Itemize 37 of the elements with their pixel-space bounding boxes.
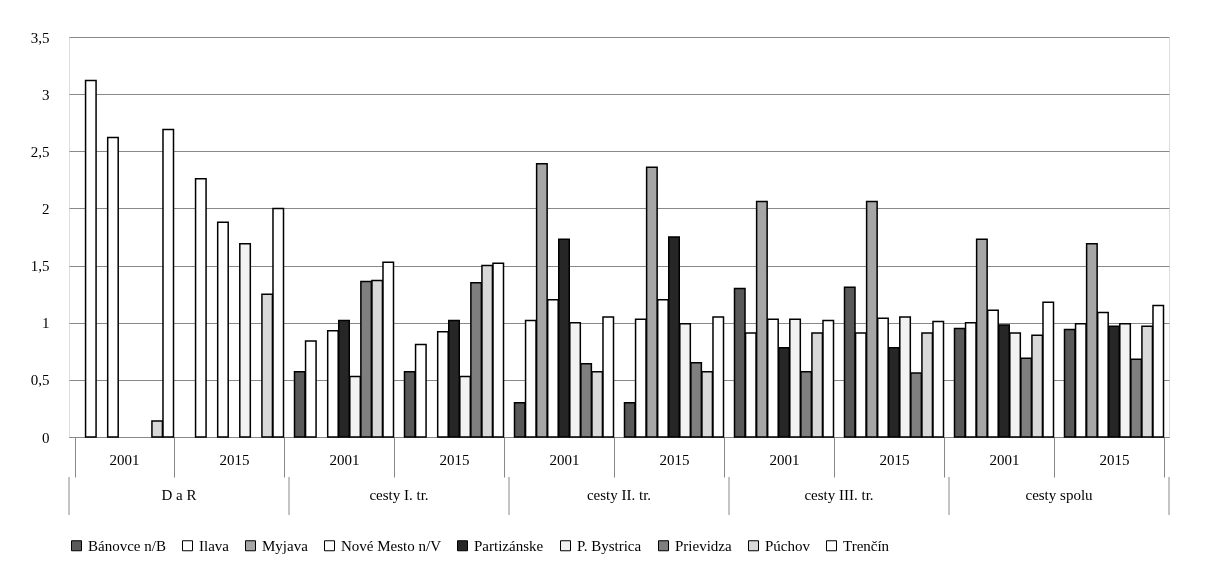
y-tick-label: 3,5 [30, 29, 50, 46]
y-tick-label: 0 [42, 429, 50, 446]
y-tick-label: 2 [42, 200, 50, 217]
x-tick-label: 2001 [109, 451, 140, 468]
text: cesty III. tr. [804, 487, 874, 503]
y-tick-label: 2,5 [30, 143, 50, 160]
legend-label: P. Bystrica [577, 537, 642, 554]
x-tick-label: 2001 [769, 451, 800, 468]
x-tick-label: 2001 [549, 451, 580, 468]
text: cesty I. tr. [369, 487, 429, 503]
legend-label: Ilava [199, 537, 230, 554]
x-tick-label: 2015 [659, 451, 690, 468]
x-tick-label: 2015 [439, 451, 470, 468]
legend-label: Prievidza [675, 537, 732, 554]
legend-label: Partizánske [474, 537, 544, 554]
legend-label: Púchov [765, 537, 811, 554]
x-tick-label: 2015 [879, 451, 910, 468]
text: cesty II. tr. [586, 487, 652, 503]
y-tick-label: 0,5 [30, 372, 50, 389]
bar [84, 79, 97, 438]
bar [216, 221, 229, 438]
y-tick-label: 3 [42, 86, 50, 103]
x-tick-label: 2001 [989, 451, 1020, 468]
text: D a R [161, 487, 197, 503]
text: cesty spolu [1025, 487, 1094, 503]
legend-label: Nové Mesto n/V [341, 537, 442, 554]
y-tick-label: 1,5 [30, 258, 50, 275]
x-tick-label: 2015 [1099, 451, 1130, 468]
legend-label: Trenčín [843, 537, 890, 554]
y-tick-label: 1 [42, 315, 50, 332]
x-tick-label: 2015 [219, 451, 250, 468]
x-tick-label: 2001 [329, 451, 360, 468]
bar [239, 243, 252, 438]
bar [194, 177, 207, 438]
bar [106, 136, 119, 438]
legend-label: Myjava [262, 537, 309, 554]
legend-label: Bánovce n/B [88, 537, 166, 554]
